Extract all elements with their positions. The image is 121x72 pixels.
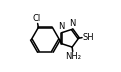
Text: NH₂: NH₂ [65,52,81,61]
Text: N: N [69,19,76,28]
Text: N: N [58,22,64,31]
Text: Cl: Cl [33,14,41,23]
Text: SH: SH [83,33,94,42]
